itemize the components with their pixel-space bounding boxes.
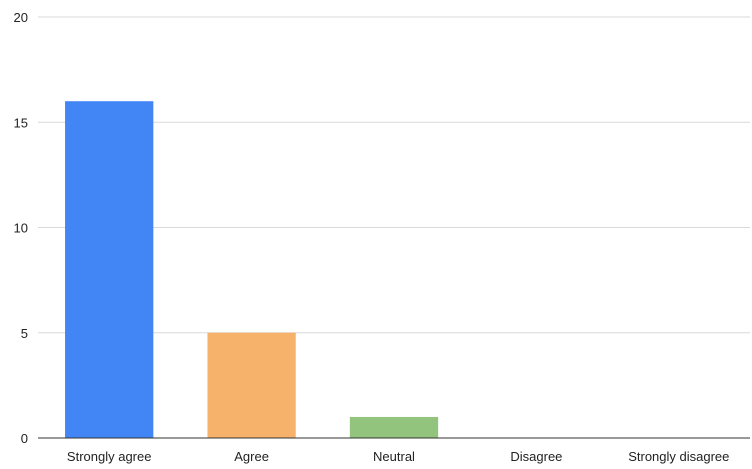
gridlines [38, 16, 750, 334]
bar-strongly-agree [65, 101, 154, 438]
y-axis-ticks: 0 5 10 15 20 [14, 10, 28, 446]
y-tick-label: 15 [14, 115, 28, 130]
x-tick-label: Disagree [510, 449, 562, 464]
y-tick-label: 10 [14, 221, 28, 236]
x-tick-label: Agree [234, 449, 269, 464]
bar-agree [207, 332, 296, 438]
bars [65, 101, 439, 438]
bar-neutral [349, 416, 439, 438]
x-tick-label: Strongly agree [67, 449, 152, 464]
x-tick-label: Neutral [373, 449, 415, 464]
y-tick-label: 5 [21, 326, 28, 341]
x-axis-labels: Strongly agree Agree Neutral Disagree Strong… [67, 449, 729, 464]
y-tick-label: 0 [21, 431, 28, 446]
y-tick-label: 20 [14, 10, 28, 25]
x-tick-label: Strongly disagree [628, 449, 729, 464]
